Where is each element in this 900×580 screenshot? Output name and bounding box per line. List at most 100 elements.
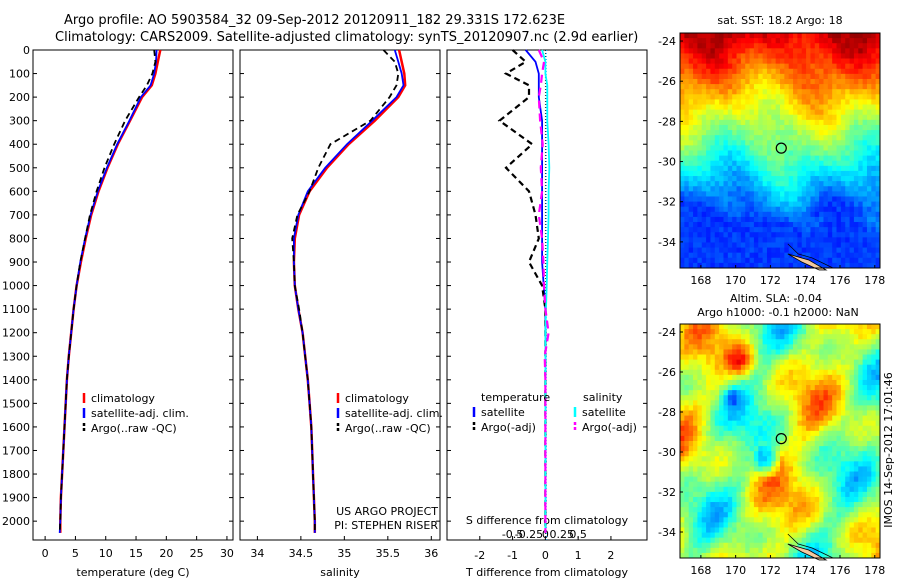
map-cell (723, 73, 729, 80)
map-cell (866, 114, 872, 121)
map-cell (871, 73, 877, 80)
map-cell (871, 379, 877, 386)
map-cell (801, 232, 807, 238)
map-cell (719, 94, 724, 100)
map-cell (810, 344, 816, 350)
map-cell (745, 512, 750, 518)
map-cell (693, 344, 698, 350)
map-cell (753, 425, 759, 432)
map-cell (871, 257, 877, 264)
map-cell (719, 512, 724, 518)
map-cell (810, 481, 816, 488)
map-cell (819, 216, 824, 223)
map-cell (827, 114, 833, 121)
map-cell (719, 43, 724, 49)
map-cell (766, 84, 772, 90)
sla-map-x-tick-label: 172 (760, 564, 781, 577)
map-cell (793, 206, 798, 213)
map-cell (719, 451, 724, 457)
map-cell (832, 379, 837, 386)
map-cell (827, 237, 833, 243)
map-cell (819, 425, 824, 432)
map-cell (766, 73, 772, 80)
map-cell (875, 252, 881, 259)
map-cell (775, 84, 781, 90)
map-cell (701, 390, 707, 396)
map-cell (784, 104, 790, 111)
map-cell (871, 99, 877, 105)
map-cell (845, 359, 850, 366)
map-cell (727, 58, 733, 65)
map-cell (836, 476, 842, 483)
map-cell (771, 53, 777, 59)
map-cell (758, 425, 764, 432)
map-cell (784, 471, 790, 478)
map-cell (745, 451, 750, 457)
map-cell (780, 344, 785, 350)
map-cell (706, 104, 711, 111)
map-cell (793, 94, 798, 100)
map-cell (693, 324, 698, 330)
map-cell (723, 114, 729, 121)
map-cell (758, 451, 764, 457)
map-cell (736, 58, 742, 65)
map-cell (706, 222, 711, 228)
map-cell (788, 33, 794, 39)
map-cell (688, 114, 694, 121)
map-cell (793, 522, 798, 528)
map-cell (801, 334, 807, 340)
map-cell (823, 385, 829, 391)
map-cell (823, 339, 829, 345)
map-cell (836, 385, 842, 391)
map-cell (814, 359, 820, 366)
map-cell (814, 89, 820, 95)
map-cell (853, 104, 859, 111)
map-cell (845, 119, 850, 126)
map-cell (766, 58, 772, 65)
map-cell (801, 206, 807, 213)
map-cell (766, 502, 772, 508)
map-cell (840, 329, 846, 335)
map-cell (723, 512, 729, 518)
map-cell (740, 496, 746, 503)
map-cell (745, 385, 750, 391)
map-cell (710, 232, 716, 238)
map-cell (849, 216, 855, 223)
map-cell (732, 257, 737, 264)
map-cell (836, 374, 842, 381)
map-cell (697, 232, 703, 238)
map-cell (680, 242, 685, 248)
map-cell (736, 344, 742, 350)
map-cell (797, 242, 803, 248)
map-cell (684, 84, 690, 90)
map-cell (732, 390, 737, 396)
map-cell (745, 491, 750, 498)
map-cell (840, 369, 846, 376)
map-cell (706, 196, 711, 202)
map-cell (762, 84, 768, 90)
map-cell (836, 466, 842, 472)
map-cell (714, 522, 720, 528)
map-cell (701, 216, 707, 223)
map-cell (697, 216, 703, 223)
map-cell (736, 170, 742, 177)
map-cell (788, 237, 794, 243)
map-cell (836, 329, 842, 335)
map-cell (784, 527, 790, 533)
map-cell (858, 119, 864, 126)
map-cell (736, 145, 742, 151)
map-cell (862, 84, 868, 90)
map-cell (753, 150, 759, 157)
map-cell (680, 456, 685, 462)
map-cell (680, 517, 685, 523)
map-cell (806, 344, 811, 350)
map-cell (780, 334, 785, 340)
salinity-series-argo (291, 49, 400, 533)
map-cell (745, 344, 750, 350)
map-cell (814, 104, 820, 111)
map-cell (836, 48, 842, 54)
map-cell (749, 216, 755, 223)
map-cell (827, 89, 833, 95)
map-cell (866, 400, 872, 406)
map-cell (719, 109, 724, 116)
